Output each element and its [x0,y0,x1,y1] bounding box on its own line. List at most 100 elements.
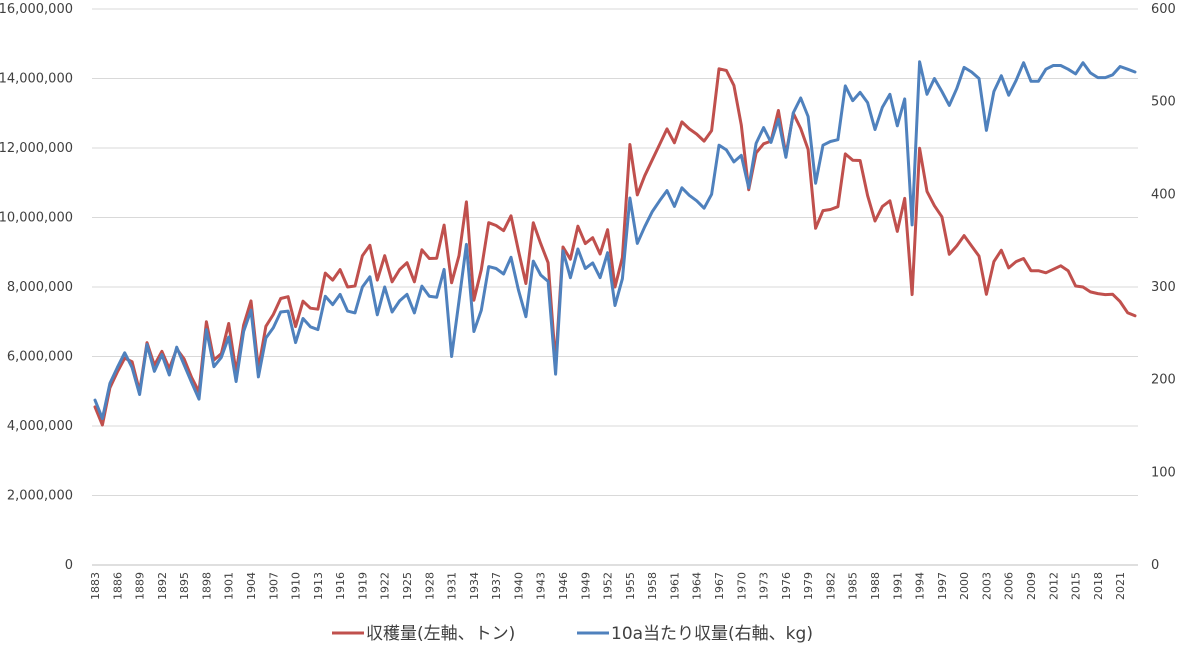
x-tick: 1889 [134,572,147,600]
x-tick: 1982 [824,572,837,600]
legend-label: 収穫量(左軸、トン) [366,624,515,644]
x-tick: 2006 [1003,572,1016,600]
x-tick-label: 1940 [512,572,525,600]
right-tick-label: 500 [1151,95,1176,110]
x-tick-label: 1913 [312,572,325,600]
x-tick: 1910 [290,572,303,600]
x-tick: 1904 [245,572,258,600]
x-tick: 1937 [490,572,503,600]
left-tick-label: 2,000,000 [7,489,73,504]
x-tick-label: 1976 [780,572,793,600]
x-tick: 2012 [1047,572,1060,600]
x-tick-label: 1952 [602,572,615,600]
x-tick-label: 1997 [936,572,949,600]
x-tick: 1901 [223,572,236,600]
x-tick: 1997 [936,572,949,600]
x-tick-label: 1892 [156,572,169,600]
left-tick-label: 10,000,000 [0,211,73,226]
x-tick: 2003 [980,572,993,600]
x-tick-label: 1919 [356,572,369,600]
x-tick-label: 1910 [290,572,303,600]
x-tick-label: 2012 [1047,572,1060,600]
x-tick-label: 1886 [111,572,124,600]
x-tick-label: 1883 [89,572,102,600]
x-tick: 1955 [624,572,637,600]
x-tick: 1925 [401,572,414,600]
x-tick-label: 1991 [891,572,904,600]
x-tick-label: 1931 [446,572,459,600]
x-tick-label: 2003 [980,572,993,600]
x-tick-label: 2015 [1070,572,1083,600]
x-tick-label: 1928 [423,572,436,600]
right-tick-label: 300 [1151,280,1176,295]
x-tick-label: 1898 [200,572,213,600]
x-tick: 2018 [1092,572,1105,600]
series-line-2 [93,60,1137,421]
right-tick-label: 600 [1151,2,1176,17]
x-tick-label: 1901 [223,572,236,600]
x-tick-label: 1934 [468,572,481,600]
left-tick-label: 16,000,000 [0,2,73,17]
x-tick-label: 1982 [824,572,837,600]
x-tick: 2015 [1070,572,1083,600]
x-tick-label: 1967 [713,572,726,600]
x-tick-label: 1922 [379,572,392,600]
x-tick: 2009 [1025,572,1038,600]
x-tick: 1967 [713,572,726,600]
x-tick-label: 1907 [267,572,280,600]
x-tick: 1931 [446,572,459,600]
x-tick: 2000 [958,572,971,600]
x-tick-label: 2021 [1114,572,1127,600]
x-tick-label: 1973 [758,572,771,600]
x-tick: 1964 [691,572,704,600]
x-tick-label: 1946 [557,572,570,600]
series-lines [93,60,1137,427]
x-tick: 1949 [579,572,592,600]
left-tick-label: 4,000,000 [7,419,73,434]
x-tick: 1985 [847,572,860,600]
series-line-1 [93,67,1137,427]
right-tick-label: 400 [1151,187,1176,202]
x-tick: 1892 [156,572,169,600]
x-tick: 1883 [89,572,102,600]
x-tick: 1979 [802,572,815,600]
right-axis: 0 100 200 300 400 500 600 [1151,2,1176,573]
x-tick-label: 1937 [490,572,503,600]
x-tick-label: 2018 [1092,572,1105,600]
x-tick: 1988 [869,572,882,600]
x-tick-label: 1904 [245,572,258,600]
x-tick-label: 1916 [334,572,347,600]
right-tick-label: 100 [1151,465,1176,480]
right-tick-label: 200 [1151,373,1176,388]
x-tick-label: 2006 [1003,572,1016,600]
x-tick: 1946 [557,572,570,600]
left-axis: 0 2,000,000 4,000,000 6,000,000 8,000,000 10,… [0,2,73,573]
x-tick-label: 1895 [178,572,191,600]
x-tick: 1976 [780,572,793,600]
x-tick-label: 2000 [958,572,971,600]
x-tick-label: 1970 [735,572,748,600]
x-tick-label: 1961 [668,572,681,600]
x-tick: 1958 [646,572,659,600]
x-tick: 1994 [914,572,927,600]
x-tick-label: 1985 [847,572,860,600]
x-tick: 1886 [111,572,124,600]
x-tick: 1898 [200,572,213,600]
x-tick: 1916 [334,572,347,600]
x-tick: 1934 [468,572,481,600]
x-tick-label: 1958 [646,572,659,600]
x-tick: 1895 [178,572,191,600]
left-tick-label: 12,000,000 [0,141,73,156]
x-tick: 1907 [267,572,280,600]
x-tick-label: 1943 [535,572,548,600]
x-tick-label: 1955 [624,572,637,600]
x-tick: 1943 [535,572,548,600]
x-tick-label: 1988 [869,572,882,600]
left-tick-label: 8,000,000 [7,280,73,295]
x-tick: 1913 [312,572,325,600]
x-tick: 1928 [423,572,436,600]
right-tick-label: 0 [1151,558,1159,573]
legend: 収穫量(左軸、トン) 10a当たり収量(右軸、kg) [332,624,813,644]
